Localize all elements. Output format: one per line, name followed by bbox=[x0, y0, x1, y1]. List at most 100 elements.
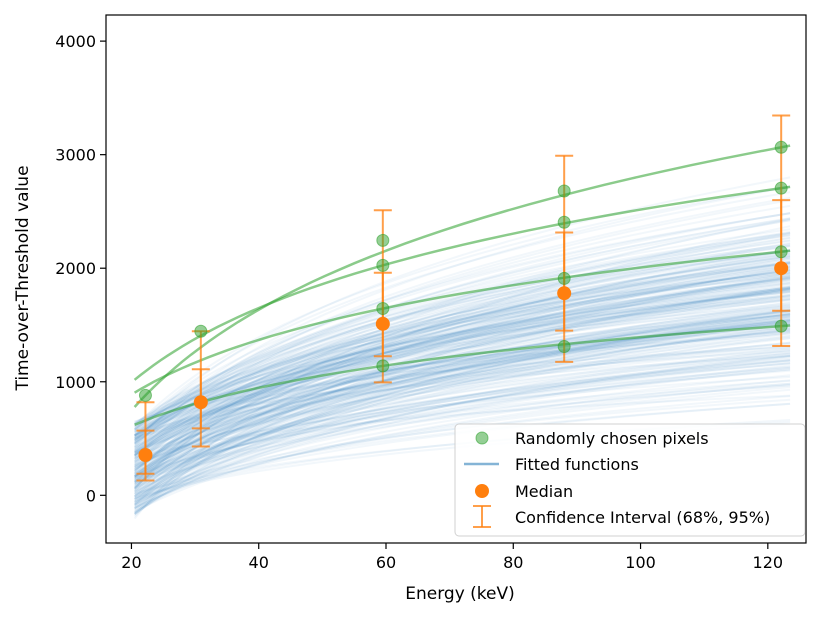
fitted-curve bbox=[133, 234, 791, 437]
fitted-curve bbox=[133, 261, 791, 464]
fitted-curve bbox=[133, 199, 791, 448]
median-point bbox=[193, 395, 208, 410]
legend-marker-errorbar bbox=[473, 505, 491, 528]
fitted-curve bbox=[134, 308, 791, 469]
fitted-curve bbox=[133, 244, 791, 446]
legend-label-fitted: Fitted functions bbox=[515, 455, 639, 474]
fitted-curve bbox=[134, 322, 791, 504]
pixel-point bbox=[774, 319, 788, 333]
fitted-curve bbox=[134, 296, 791, 468]
fitted-curve bbox=[133, 249, 791, 446]
fitted-curve bbox=[134, 272, 791, 456]
pixel-points-group bbox=[138, 140, 788, 402]
fitted-curve bbox=[133, 287, 791, 483]
fitted-curve bbox=[133, 217, 791, 490]
fitted-curve bbox=[134, 319, 791, 481]
fitted-curve bbox=[133, 241, 791, 490]
fitted-curve bbox=[134, 321, 791, 479]
fitted-curve bbox=[133, 218, 791, 477]
fitted-curve bbox=[134, 359, 791, 480]
fitted-curve bbox=[134, 282, 791, 443]
fitted-curve bbox=[134, 285, 791, 437]
pixel-point bbox=[138, 388, 152, 402]
fitted-curve bbox=[133, 312, 791, 509]
fitted-curve bbox=[134, 323, 791, 475]
fitted-curve bbox=[134, 398, 791, 496]
fitted-curve bbox=[134, 347, 791, 468]
fitted-curve bbox=[134, 388, 791, 509]
fitted-curve bbox=[133, 317, 791, 511]
fitted-curve bbox=[134, 290, 791, 453]
fitted-curve bbox=[134, 309, 791, 487]
fitted-curve bbox=[133, 257, 791, 472]
fitted-curve bbox=[133, 251, 791, 482]
fitted-curve bbox=[134, 297, 791, 434]
fitted-curve bbox=[134, 330, 791, 501]
fitted-curve bbox=[133, 255, 791, 467]
fitted-curve bbox=[133, 320, 791, 514]
fitted-curve bbox=[133, 275, 791, 471]
fitted-curve bbox=[133, 264, 791, 483]
fitted-curve bbox=[134, 317, 791, 500]
fitted-curve bbox=[134, 267, 791, 451]
fitted-curve bbox=[134, 309, 791, 470]
fitted-curve bbox=[134, 362, 791, 493]
fitted-curve bbox=[133, 266, 791, 506]
fitted-curve bbox=[133, 269, 791, 466]
plot-frame bbox=[105, 14, 807, 544]
fitted-curve bbox=[133, 245, 791, 454]
fitted-curve bbox=[134, 350, 791, 436]
fitted-curve bbox=[134, 271, 791, 428]
fitted-curve bbox=[134, 307, 791, 471]
fitted-curve bbox=[133, 268, 791, 477]
fitted-curve bbox=[133, 228, 791, 432]
fitted-curve bbox=[134, 319, 791, 471]
x-tick-label: 100 bbox=[625, 553, 656, 572]
fitted-curve bbox=[134, 323, 791, 444]
fitted-curve bbox=[133, 288, 791, 492]
fitted-curve bbox=[134, 272, 791, 452]
fitted-curve bbox=[134, 282, 791, 457]
fitted-curve bbox=[134, 318, 791, 483]
fitted-curve bbox=[134, 298, 791, 482]
median-point bbox=[774, 261, 789, 276]
x-axis-label: Energy (keV) bbox=[405, 584, 515, 604]
fitted-curve bbox=[134, 319, 791, 483]
fitted-curve bbox=[134, 260, 791, 442]
y-tick-label: 3000 bbox=[55, 146, 96, 165]
fitted-curve bbox=[134, 362, 791, 477]
fitted-curve bbox=[134, 294, 791, 454]
fitted-curve bbox=[134, 330, 791, 440]
fitted-curve bbox=[134, 347, 791, 454]
legend-marker-pixels bbox=[475, 431, 489, 445]
fitted-curve bbox=[134, 328, 791, 492]
fitted-curve bbox=[134, 395, 791, 503]
fitted-curve bbox=[133, 276, 791, 480]
pixel-fit-line bbox=[133, 185, 791, 381]
fitted-curve bbox=[134, 329, 791, 478]
fitted-curve bbox=[133, 231, 791, 455]
median-point bbox=[557, 286, 572, 301]
fitted-curve bbox=[134, 355, 791, 513]
fitted-curve bbox=[133, 252, 791, 473]
fitted-curve bbox=[134, 313, 791, 457]
fitted-curve bbox=[134, 359, 791, 488]
fitted-curve bbox=[134, 355, 791, 500]
fitted-curve bbox=[133, 276, 791, 503]
fitted-curve bbox=[134, 352, 791, 498]
fitted-curve bbox=[134, 289, 791, 440]
fitted-curve bbox=[134, 320, 791, 494]
fitted-curve bbox=[133, 217, 791, 445]
pixel-fit-line bbox=[133, 144, 791, 408]
fitted-curve bbox=[133, 185, 791, 428]
fitted-curve bbox=[134, 277, 791, 462]
fitted-curve bbox=[134, 284, 791, 450]
fitted-curve bbox=[133, 287, 791, 507]
fitted-curve bbox=[133, 250, 791, 438]
fitted-curve bbox=[134, 379, 791, 479]
fitted-curve bbox=[134, 302, 791, 439]
legend-label-median: Median bbox=[515, 482, 573, 501]
fitted-curve bbox=[133, 279, 791, 477]
fitted-curve bbox=[134, 337, 791, 469]
